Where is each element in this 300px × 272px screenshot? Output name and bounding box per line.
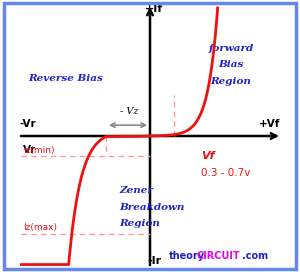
Text: 0.3 - 0.7v: 0.3 - 0.7v [201,168,250,178]
Text: theory: theory [169,251,205,261]
Text: Reverse Bias: Reverse Bias [28,74,103,83]
Text: Breakdown: Breakdown [120,203,185,212]
Text: forward: forward [208,44,254,52]
Text: Region: Region [120,220,160,228]
Text: -Vr: -Vr [20,119,36,129]
Text: Zener: Zener [120,186,153,195]
Text: Iz(min): Iz(min) [23,146,55,154]
Text: - Vz: - Vz [120,107,138,116]
Text: +Vf: +Vf [259,119,280,129]
Text: .com: .com [242,251,268,261]
Text: Bias: Bias [218,60,244,69]
Text: -Ir: -Ir [147,256,161,266]
Text: Iz(max): Iz(max) [23,223,57,232]
Text: Vr: Vr [23,146,36,156]
Text: +If: +If [145,4,163,14]
Text: CIRCUIT: CIRCUIT [196,251,240,261]
Text: Region: Region [211,77,252,86]
Text: Vf: Vf [201,151,214,161]
